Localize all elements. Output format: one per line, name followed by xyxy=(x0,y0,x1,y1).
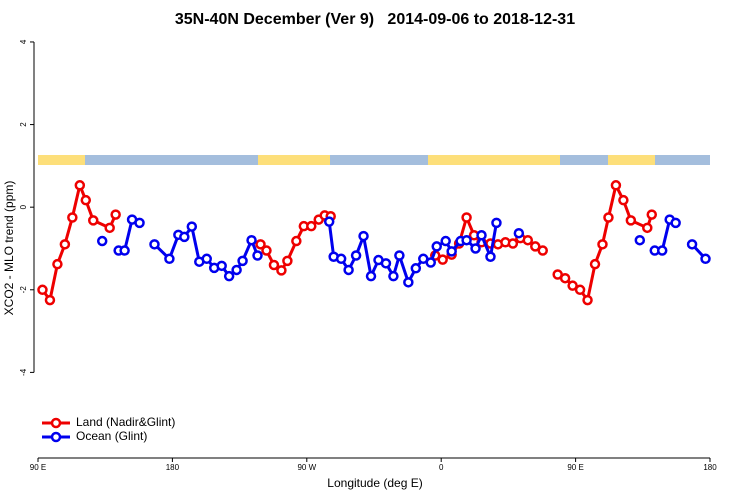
data-point xyxy=(246,234,257,246)
data-point xyxy=(282,255,293,267)
data-point xyxy=(110,209,121,220)
x-tick-label: 90 E xyxy=(567,463,583,472)
data-point xyxy=(485,251,496,262)
land-ocean-strip xyxy=(38,155,710,165)
data-point xyxy=(461,212,472,223)
y-tick-label: -2 xyxy=(19,286,28,294)
data-point xyxy=(625,215,637,226)
data-point xyxy=(44,294,56,306)
data-point xyxy=(507,238,519,249)
data-point xyxy=(134,217,145,229)
data-point xyxy=(358,230,369,242)
chart-title: 35N-40N December (Ver 9) 2014-09-06 to 2… xyxy=(175,11,575,28)
data-point xyxy=(350,250,362,261)
data-point xyxy=(597,239,608,250)
x-tick-label: 90 E xyxy=(30,463,46,472)
data-point xyxy=(646,209,658,220)
data-point xyxy=(80,194,92,206)
data-point xyxy=(237,255,248,267)
data-point xyxy=(686,239,698,250)
data-point xyxy=(410,263,422,274)
data-point xyxy=(403,277,414,288)
data-point xyxy=(88,215,99,226)
x-tick-label: 180 xyxy=(166,463,180,472)
data-point xyxy=(537,245,548,256)
data-point xyxy=(255,239,266,250)
data-point xyxy=(201,253,212,265)
data-point xyxy=(425,257,436,268)
data-point xyxy=(52,258,63,270)
x-tick-label: 180 xyxy=(703,463,717,472)
data-point xyxy=(437,254,448,265)
data-point xyxy=(446,246,457,257)
data-point xyxy=(276,265,287,276)
data-point xyxy=(634,234,646,246)
x-tick-label: 0 xyxy=(439,463,444,472)
data-point xyxy=(223,270,235,282)
x-axis-label: Longitude (deg E) xyxy=(327,476,422,490)
y-tick-label: 0 xyxy=(19,204,28,209)
data-point xyxy=(335,253,347,265)
data-point xyxy=(186,221,198,232)
data-point xyxy=(59,239,71,250)
data-point xyxy=(461,234,472,246)
data-point xyxy=(394,250,405,261)
data-point xyxy=(574,284,586,296)
data-point xyxy=(74,180,86,191)
data-point xyxy=(656,245,668,256)
data-point xyxy=(431,241,442,252)
data-point xyxy=(380,258,392,269)
series-line xyxy=(41,180,654,304)
data-point xyxy=(164,253,175,265)
data-point xyxy=(37,284,48,296)
data-point xyxy=(306,220,317,232)
data-point xyxy=(291,235,302,247)
data-point xyxy=(365,270,377,282)
data-point xyxy=(522,234,534,246)
data-point xyxy=(104,222,115,234)
data-point xyxy=(149,239,160,250)
data-point xyxy=(530,241,541,252)
data-point xyxy=(252,250,263,261)
data-point xyxy=(261,245,272,256)
y-tick-label: 4 xyxy=(19,39,28,44)
data-point xyxy=(618,194,629,206)
data-point xyxy=(476,230,487,241)
legend-marker xyxy=(50,431,62,443)
data-point xyxy=(603,212,614,223)
data-point xyxy=(491,217,502,229)
data-point xyxy=(642,222,653,234)
data-point xyxy=(700,253,711,265)
x-tick-label: 90 W xyxy=(297,463,316,472)
data-point xyxy=(231,264,242,276)
data-point xyxy=(388,270,399,282)
data-point xyxy=(216,260,227,272)
data-point xyxy=(582,294,593,306)
data-point xyxy=(559,272,571,284)
data-point xyxy=(440,235,451,247)
data-point xyxy=(96,235,108,247)
data-point xyxy=(323,216,335,227)
data-point xyxy=(610,180,622,191)
data-point xyxy=(513,227,525,239)
data-point xyxy=(268,259,280,271)
data-point xyxy=(67,212,78,223)
data-point xyxy=(119,245,130,256)
data-point xyxy=(670,217,681,229)
data-point xyxy=(589,258,601,270)
series-line xyxy=(118,217,707,287)
data-point xyxy=(567,280,578,291)
y-axis-label: XCO2 - MLO trend (ppm) xyxy=(2,181,16,316)
legend-label: Ocean (Glint) xyxy=(76,429,147,443)
legend-label: Land (Nadir&Glint) xyxy=(76,415,175,429)
y-tick-label: 2 xyxy=(19,122,28,127)
data-point xyxy=(343,264,354,276)
data-point xyxy=(179,231,190,243)
legend-marker xyxy=(50,417,62,429)
y-tick-label: -4 xyxy=(19,368,28,376)
data-point xyxy=(470,243,481,254)
